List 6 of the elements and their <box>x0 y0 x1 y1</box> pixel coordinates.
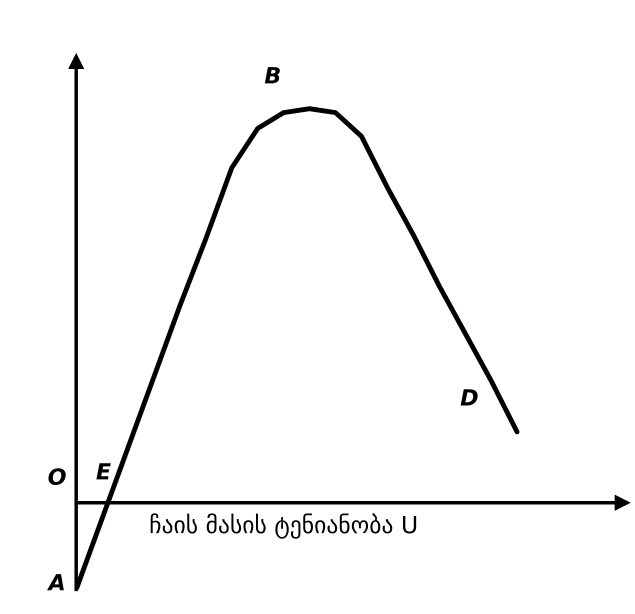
annotation: D <box>460 389 478 406</box>
x-axis-title: ჩაის მასის ტენიანობა U <box>150 513 416 539</box>
annotation: O <box>48 468 66 485</box>
annotation: E <box>96 463 111 480</box>
annotation: A <box>47 574 64 590</box>
text: B <box>264 67 280 84</box>
